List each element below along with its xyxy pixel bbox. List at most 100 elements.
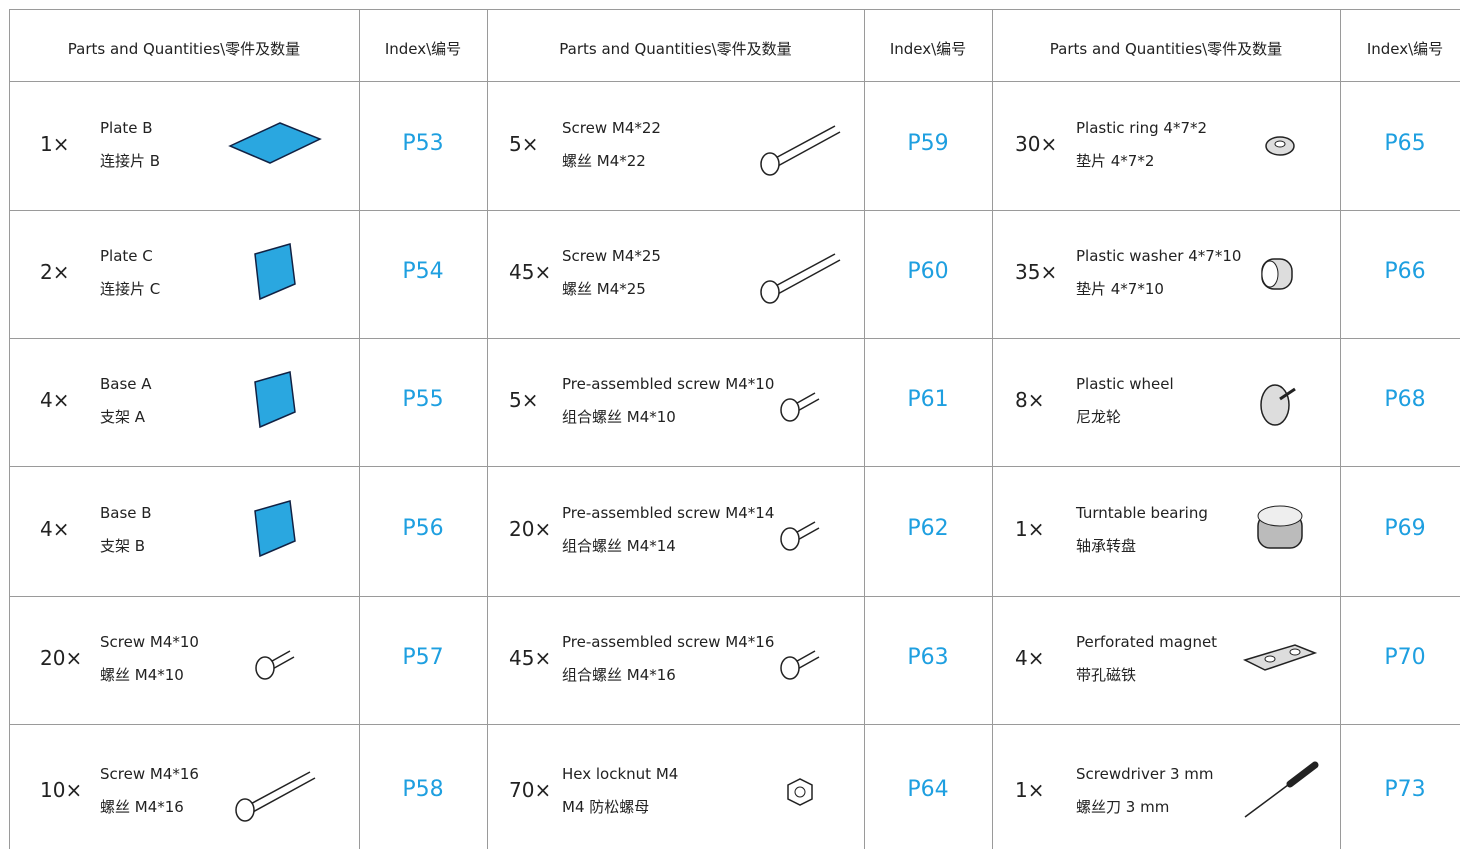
page-index: P70: [1384, 645, 1426, 670]
part-name-zh: 螺丝 M4*10: [100, 666, 184, 684]
part-name-zh: 垫片 4*7*10: [1076, 280, 1164, 298]
part-icon: [255, 650, 295, 680]
part-icon: [1260, 384, 1296, 426]
page-index: P60: [907, 259, 949, 284]
page-index: P63: [907, 645, 949, 670]
header-cell: Index\编号: [889, 40, 967, 58]
part-icon: [1242, 644, 1318, 671]
page-index: P64: [907, 777, 949, 802]
grid-line: [487, 9, 488, 849]
part-icon: [780, 392, 820, 422]
quantity: 20×: [509, 517, 552, 541]
quantity: 4×: [1015, 646, 1045, 670]
quantity: 4×: [40, 388, 70, 412]
header-cell: Parts and Quantities\零件及数量: [67, 40, 301, 58]
quantity: 70×: [509, 778, 552, 802]
quantity: 1×: [1015, 778, 1045, 802]
page-index: P53: [402, 130, 444, 156]
header-cell: Parts and Quantities\零件及数量: [559, 40, 792, 58]
part-icon: [780, 650, 820, 680]
part-name-en: Screw M4*25: [562, 247, 661, 265]
part-icon: [1257, 505, 1303, 549]
quantity: 8×: [1015, 388, 1045, 412]
part-icon: [780, 521, 820, 551]
part-name-en: Screw M4*22: [562, 118, 661, 137]
quantity: 30×: [1015, 131, 1058, 156]
part-name-zh: 组合螺丝 M4*16: [562, 666, 676, 684]
part-icon: [1265, 135, 1295, 156]
part-name-en: Screwdriver 3 mm: [1076, 765, 1214, 783]
part-name-en: Hex locknut M4: [562, 765, 679, 783]
page-index: P68: [1384, 387, 1426, 412]
grid-line: [9, 596, 1460, 597]
part-name-zh: 螺丝 M4*22: [562, 151, 646, 170]
page-index: P61: [907, 387, 949, 412]
part-name-zh: 尼龙轮: [1076, 408, 1122, 426]
part-icon: [228, 121, 322, 164]
grid-line: [9, 466, 1460, 467]
part-name-zh: 组合螺丝 M4*14: [562, 537, 676, 555]
page-index: P54: [402, 259, 444, 284]
grid-line: [864, 9, 865, 849]
part-name-en: Plastic wheel: [1076, 375, 1174, 393]
quantity: 1×: [1015, 517, 1045, 541]
part-name-en: Base B: [100, 504, 152, 522]
part-name-zh: 螺丝 M4*25: [562, 280, 646, 298]
quantity: 20×: [40, 646, 83, 670]
part-name-en: Perforated magnet: [1076, 633, 1218, 651]
grid-line: [9, 724, 1460, 725]
part-icon: [760, 253, 841, 304]
grid-line: [9, 210, 1460, 211]
grid-line: [9, 9, 10, 849]
quantity: 10×: [40, 778, 83, 802]
part-name-zh: 组合螺丝 M4*10: [562, 408, 676, 426]
part-name-en: Plate C: [100, 247, 153, 265]
part-name-zh: 螺丝刀 3 mm: [1076, 798, 1170, 816]
part-name-en: Base A: [100, 375, 152, 393]
part-name-zh: 带孔磁铁: [1076, 666, 1137, 684]
part-icon: [254, 500, 296, 558]
part-icon: [1261, 258, 1293, 290]
grid-line: [9, 81, 1460, 82]
part-name-zh: 连接片 C: [100, 280, 161, 298]
part-name-zh: 螺丝 M4*16: [100, 798, 184, 816]
part-name-en: Pre-assembled screw M4*16: [562, 633, 775, 651]
header-cell: Index\编号: [384, 40, 462, 58]
grid-line: [9, 338, 1460, 339]
grid-line: [1340, 9, 1341, 849]
part-name-en: Pre-assembled screw M4*10: [562, 375, 775, 393]
quantity: 5×: [509, 388, 539, 412]
grid-line: [992, 9, 993, 849]
page-index: P62: [907, 516, 949, 541]
part-name-en: Turntable bearing: [1076, 504, 1208, 522]
page-index: P58: [402, 777, 444, 802]
part-name-en: Plate B: [100, 118, 153, 137]
quantity: 45×: [509, 646, 552, 670]
quantity: 5×: [509, 131, 539, 156]
part-icon: [254, 371, 296, 429]
quantity: 1×: [40, 131, 70, 156]
part-name-zh: 连接片 B: [100, 151, 161, 170]
part-name-en: Plastic washer 4*7*10: [1076, 247, 1242, 265]
header-cell: Index\编号: [1366, 40, 1444, 58]
part-icon: [787, 778, 813, 806]
part-name-zh: 支架 A: [100, 408, 146, 426]
part-name-zh: M4 防松螺母: [562, 798, 650, 816]
part-icon: [1244, 761, 1319, 818]
grid-line: [9, 9, 1460, 10]
page-index: P73: [1384, 777, 1426, 802]
page-index: P57: [402, 645, 444, 670]
quantity: 35×: [1015, 260, 1058, 284]
page-index: P55: [402, 387, 444, 412]
part-icon: [254, 243, 296, 301]
quantity: 45×: [509, 260, 552, 284]
part-name-en: Screw M4*10: [100, 633, 199, 651]
page-index: P66: [1384, 259, 1426, 284]
page-index: P65: [1384, 130, 1426, 156]
part-name-en: Plastic ring 4*7*2: [1076, 118, 1208, 137]
part-name-zh: 垫片 4*7*2: [1076, 151, 1155, 170]
quantity: 2×: [40, 260, 70, 284]
page-index: P69: [1384, 516, 1426, 541]
grid-line: [359, 9, 360, 849]
